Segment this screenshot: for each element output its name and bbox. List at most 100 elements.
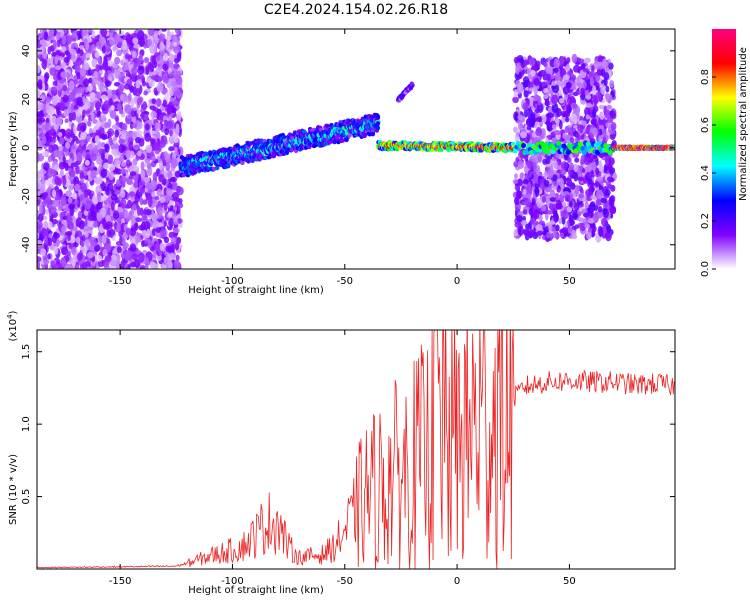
spectrogram-blob	[130, 97, 135, 108]
spectrogram-blob	[79, 49, 84, 57]
spectrogram-blob	[159, 41, 165, 51]
spectrogram-blob	[124, 104, 132, 115]
spectrogram-blob	[98, 83, 106, 91]
spectrogram-blob	[164, 92, 170, 101]
spectrogram-blob	[164, 128, 170, 136]
spectrogram-blob	[173, 63, 180, 70]
spectrogram-blob	[120, 198, 127, 209]
spectrogram-blob	[129, 209, 134, 216]
spectrogram-blob	[176, 236, 182, 245]
spectrogram-blob	[118, 139, 126, 144]
spectrogram-blob	[37, 226, 42, 233]
spectrogram-blob	[137, 121, 143, 130]
spectrogram-blob	[89, 92, 95, 103]
spectrogram-blob	[92, 77, 98, 85]
spectrogram-line-point	[375, 125, 381, 131]
spectrogram-blob	[69, 48, 77, 56]
spectrogram-blob	[70, 103, 75, 111]
spectrogram-blob	[37, 153, 44, 162]
spectrogram-blob	[87, 85, 93, 92]
spectrogram-blob	[136, 109, 141, 115]
spectrogram-blob	[44, 122, 52, 132]
spectrogram-blob	[163, 236, 170, 244]
spectrogram-blob	[142, 208, 147, 215]
spectrogram-blob	[71, 257, 76, 267]
spectrogram-blob	[106, 229, 112, 238]
spectrogram-blob	[111, 89, 117, 95]
spectrogram-blob	[100, 133, 108, 139]
spectrogram-line-point	[375, 121, 381, 126]
spectrogram-blob	[153, 143, 161, 151]
spectrogram-blob	[146, 195, 152, 201]
spectrogram-blob	[51, 137, 57, 143]
spectrogram-blob	[96, 201, 103, 210]
spectrogram-blob	[132, 158, 138, 166]
spectrogram-blob	[151, 74, 156, 81]
spectrogram-blob	[147, 238, 152, 249]
spectrogram-blob	[140, 187, 145, 194]
spectrogram-blob	[171, 84, 176, 93]
spectrogram-blob	[41, 124, 46, 131]
spectrogram-blob	[572, 103, 578, 109]
spectrogram-line-point	[192, 170, 198, 175]
spectrogram-blob	[142, 199, 148, 205]
spectrogram-blob	[173, 227, 180, 234]
spectrogram-blob	[562, 112, 567, 118]
spectrogram-blob	[144, 123, 150, 131]
spectrogram-blob	[100, 152, 105, 161]
spectrogram-blob	[37, 256, 42, 263]
spectrogram-blob	[94, 91, 101, 99]
spectrogram-blob	[139, 181, 146, 186]
spectrogram-blob	[88, 29, 93, 34]
spectrogram-line-point	[325, 123, 330, 129]
spectrogram-blob	[58, 263, 63, 269]
spectrogram-blob	[536, 230, 543, 236]
spectrogram-blob	[124, 53, 131, 60]
spectrogram-blob	[95, 41, 102, 49]
spectrogram-blob	[83, 210, 89, 216]
spectrogram-blob	[79, 132, 87, 140]
spectrogram-blob	[114, 158, 121, 168]
spectrogram-blob	[146, 162, 152, 170]
spectrogram-blob	[152, 220, 159, 229]
spectrogram-blob	[114, 69, 121, 79]
spectrogram-blob	[110, 201, 115, 211]
spectrogram-blob	[158, 173, 165, 183]
spectrogram-blob	[112, 210, 120, 220]
spectrogram-blob	[71, 192, 78, 200]
spectrogram-blob	[131, 204, 137, 211]
spectrogram-blob	[146, 228, 151, 239]
spectrogram-blob	[131, 238, 136, 244]
spectrogram-blob	[140, 169, 146, 179]
spectrogram-blob	[37, 118, 42, 123]
spectrogram-blob	[75, 138, 80, 144]
spectrogram-blob	[528, 57, 536, 67]
spectrogram-blob	[149, 130, 157, 135]
spectrogram-blob	[50, 205, 57, 215]
spectrogram-blob	[47, 155, 53, 163]
spectrogram-blob	[45, 208, 50, 215]
spectrogram-blob	[137, 150, 142, 157]
spectrogram-blob	[128, 191, 136, 197]
spectrogram-blob	[125, 149, 131, 159]
spectrogram-blob	[169, 136, 174, 144]
spectrogram-blob	[58, 132, 63, 138]
spectrogram-blob	[100, 115, 106, 123]
spectrogram-blob	[93, 144, 99, 155]
spectrogram-blob	[139, 207, 144, 216]
spectrogram-blob	[574, 224, 580, 230]
spectrogram-blob	[46, 236, 53, 247]
spectrogram-blob	[41, 151, 50, 157]
spectrogram-blob	[48, 29, 54, 39]
spectrogram-blob	[110, 29, 115, 34]
spectrogram-blob	[148, 79, 155, 88]
spectrogram-blob	[120, 259, 127, 268]
spectrogram-blob	[604, 189, 611, 196]
spectrogram-blob	[133, 181, 138, 189]
spectrogram-blob	[91, 153, 97, 162]
spectrogram-blob	[48, 233, 53, 239]
spectrogram-blob	[47, 253, 51, 260]
spectrogram-blob	[566, 97, 572, 105]
spectrogram-blob	[535, 60, 541, 68]
